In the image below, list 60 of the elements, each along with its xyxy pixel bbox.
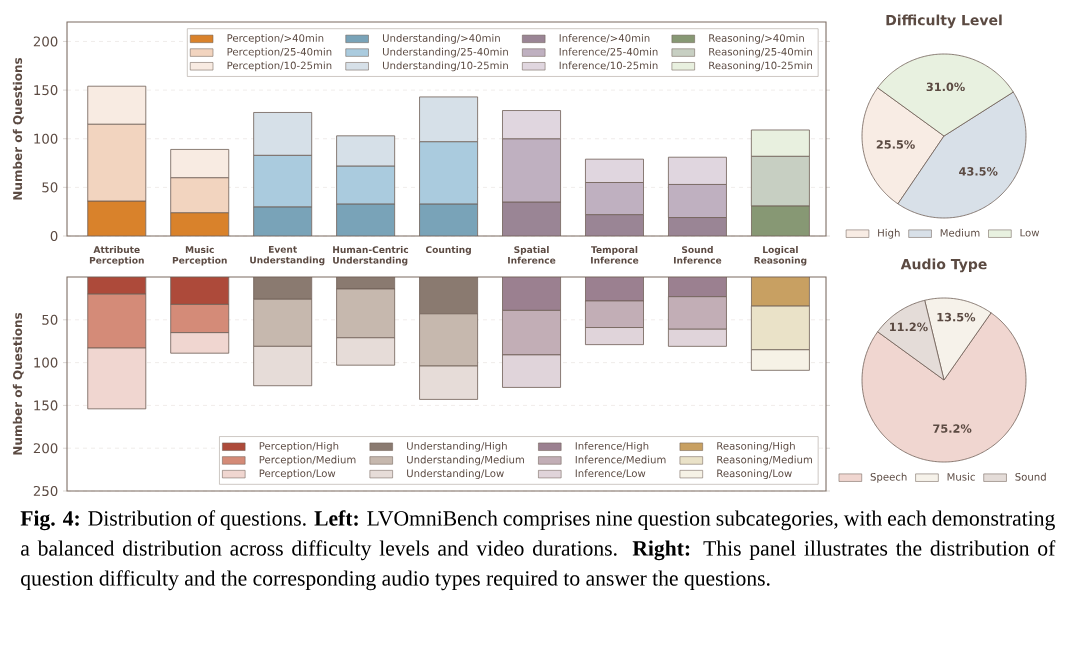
legend-label: Reasoning/10-25min bbox=[709, 61, 812, 72]
legend-label: Sound bbox=[1015, 472, 1046, 481]
y-tick-label: 50 bbox=[42, 314, 58, 325]
legend-label: Understanding/25-40min bbox=[382, 47, 508, 58]
y-axis-title: Number of Questions bbox=[12, 312, 24, 455]
legend-label: Inference/High bbox=[575, 441, 649, 452]
legend-label: Inference/10-25min bbox=[559, 61, 658, 71]
data-label: 25.5% bbox=[876, 140, 915, 149]
legend-label: Understanding/>40min bbox=[382, 34, 500, 44]
legend-label: Reasoning/Low bbox=[717, 469, 792, 480]
data-label: 43.5% bbox=[959, 167, 998, 176]
legend-label: Perception/10-25min bbox=[227, 61, 332, 72]
legend-label: Perception/Low bbox=[259, 469, 336, 480]
y-tick-label: 150 bbox=[34, 400, 58, 411]
chart-title: Difficulty Level bbox=[886, 14, 1002, 29]
legend-label: Reasoning/Medium bbox=[717, 455, 812, 466]
legend-label: Understanding/10-25min bbox=[382, 61, 508, 72]
legend-label: Music bbox=[947, 472, 975, 481]
y-tick-label: 100 bbox=[34, 133, 58, 144]
data-label: 11.2% bbox=[890, 322, 928, 332]
legend-label: Reasoning/25-40min bbox=[709, 47, 812, 58]
data-label: 75.2% bbox=[933, 424, 972, 433]
legend-label: Medium bbox=[940, 228, 980, 237]
legend-label: Understanding/High bbox=[407, 441, 507, 452]
data-label: 31.0% bbox=[926, 82, 965, 92]
x-tick-label: Counting bbox=[425, 246, 471, 255]
x-tick-label: Human-Centric Understanding bbox=[333, 246, 409, 266]
legend-label: Understanding/Medium bbox=[407, 455, 524, 466]
chart-title: Audio Type bbox=[900, 258, 987, 273]
x-tick-label: Event Understanding bbox=[250, 246, 325, 266]
legend-label: Perception/25-40min bbox=[227, 47, 332, 58]
y-tick-label: 50 bbox=[42, 182, 58, 193]
legend-label: Understanding/Low bbox=[407, 469, 504, 480]
y-tick-label: 0 bbox=[50, 230, 58, 242]
data-label: 13.5% bbox=[937, 312, 976, 322]
y-tick-label: 200 bbox=[33, 36, 58, 47]
text: Fig. 4: Distribution of questions. Left: LVOmniBench comprises nine question subcategories, with each demonstrating a balanced distribution across difficulty levels and video durations. Right: This panel illustrates the distribution of question difficulty and the corresponding audio types required to answer the questions. bbox=[20, 510, 1056, 591]
legend-label: Inference/>40min bbox=[559, 34, 650, 43]
x-tick-label: Spatial Inference bbox=[508, 246, 556, 264]
legend-label: Speech bbox=[870, 472, 907, 483]
x-tick-label: Temporal Inference bbox=[591, 246, 639, 264]
y-tick-label: 250 bbox=[33, 485, 58, 497]
legend-label: Low bbox=[1020, 228, 1040, 237]
legend-label: High bbox=[878, 228, 900, 239]
x-tick-label: Music Perception bbox=[172, 246, 227, 266]
y-tick-label: 200 bbox=[33, 443, 58, 454]
legend-label: Inference/Medium bbox=[575, 455, 666, 465]
legend-label: Inference/Low bbox=[575, 469, 646, 478]
x-tick-label: Attribute Perception bbox=[89, 246, 144, 266]
legend-label: Reasoning/High bbox=[717, 441, 795, 452]
x-tick-label: Logical Reasoning bbox=[754, 246, 807, 266]
y-axis-title: Number of Questions bbox=[12, 57, 24, 200]
legend-label: Inference/25-40min bbox=[559, 47, 658, 57]
x-tick-label: Sound Inference bbox=[674, 246, 722, 264]
legend-label: Reasoning/>40min bbox=[709, 34, 804, 44]
legend-label: Perception/High bbox=[259, 441, 339, 452]
legend-label: Perception/Medium bbox=[259, 455, 356, 466]
legend-label: Perception/>40min bbox=[227, 34, 324, 44]
y-tick-label: 150 bbox=[34, 85, 58, 96]
y-tick-label: 100 bbox=[34, 357, 58, 368]
